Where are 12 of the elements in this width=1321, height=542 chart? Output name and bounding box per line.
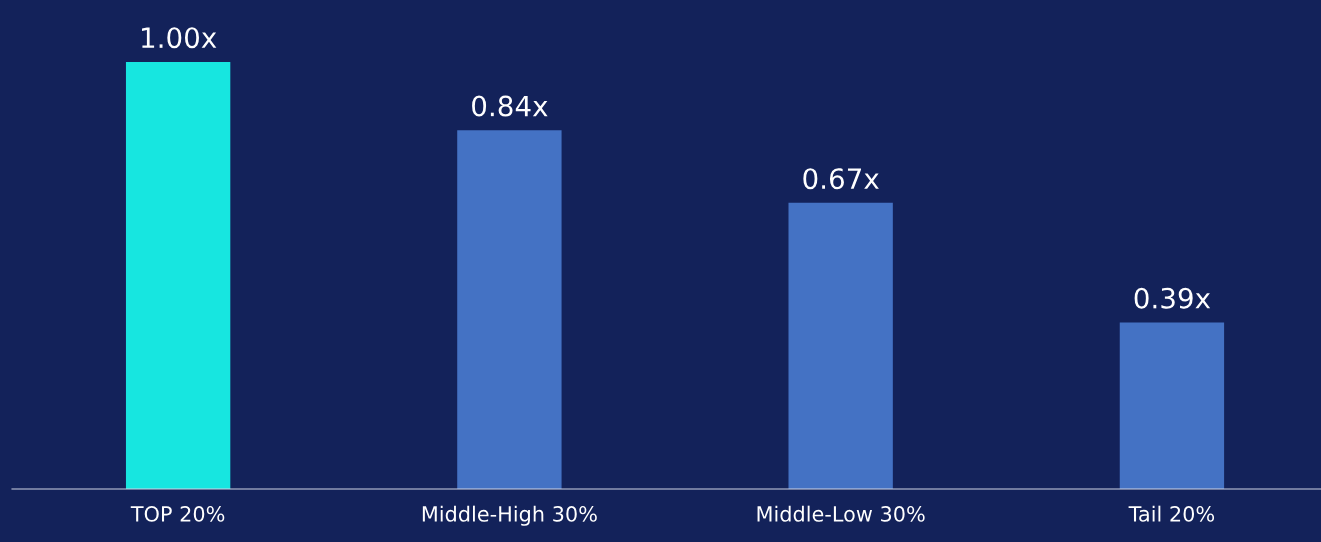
data-label: 0.67x [803,168,879,190]
bar [125,61,231,489]
bar [457,130,562,489]
x-tick-label: Tail 20% [1128,505,1215,522]
bar [788,202,893,489]
x-tick-label: TOP 20% [130,506,225,522]
data-label: 0.84x [472,95,548,117]
x-tick-label: Middle-High 30% [422,505,597,526]
bar [1119,322,1225,489]
data-label: 1.00x [142,27,217,49]
data-label: 0.39x [1134,287,1211,309]
x-tick-label: Middle-Low 30% [757,505,925,522]
